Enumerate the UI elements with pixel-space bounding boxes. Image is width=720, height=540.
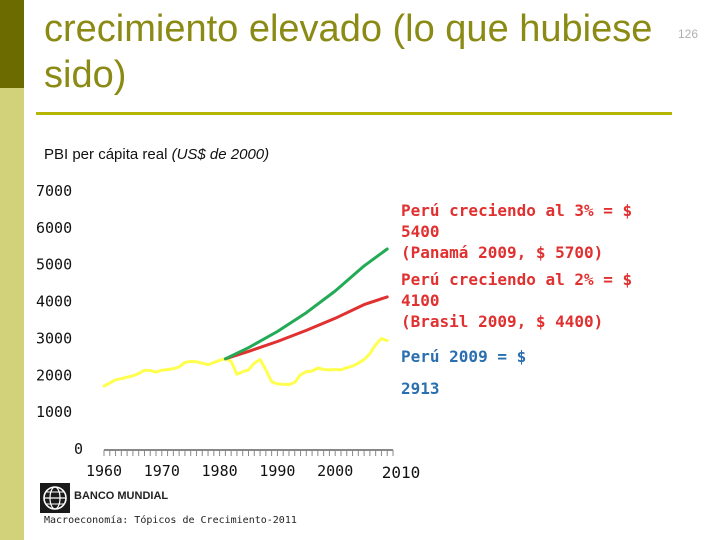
y-tick-label: 5000 bbox=[36, 256, 72, 274]
y-tick-label: 3000 bbox=[36, 329, 72, 347]
annotation-peru-2009: Perú 2009 = $ 2913 bbox=[401, 346, 526, 399]
annotation-line: 2913 bbox=[401, 379, 440, 398]
series-line-peru-2pct bbox=[223, 295, 389, 361]
annotation-line: Perú creciendo al 2% = $ bbox=[401, 270, 633, 289]
annotation-line: (Panamá 2009, $ 5700) bbox=[401, 243, 604, 262]
annotation-line: (Brasil 2009, $ 4400) bbox=[401, 312, 604, 331]
annotation-line: 4100 bbox=[401, 291, 440, 310]
slide-footer: Macroeconomía: Tópicos de Crecimiento-20… bbox=[44, 515, 297, 526]
chart-subtitle-text: PBI per cápita real bbox=[44, 146, 168, 163]
x-tick-label: 1960 bbox=[86, 462, 122, 480]
y-tick-label: 6000 bbox=[36, 219, 72, 237]
chart-subtitle-unit: (US$ de 2000) bbox=[171, 146, 270, 163]
x-tick-label: 2010 bbox=[382, 463, 421, 482]
x-tick-label: 1970 bbox=[144, 462, 180, 480]
annotation-line: Perú creciendo al 3% = $ bbox=[401, 201, 633, 220]
annotation-line: Perú 2009 = $ bbox=[401, 347, 527, 366]
y-tick-label: 2000 bbox=[36, 366, 72, 384]
x-tick-label: 2000 bbox=[317, 462, 353, 480]
y-tick-label: 7000 bbox=[36, 182, 72, 200]
series-line-peru-actual bbox=[102, 337, 389, 388]
page-number: 126 bbox=[678, 27, 699, 41]
y-tick-label: 1000 bbox=[36, 403, 72, 421]
annotation-red-scenario: Perú creciendo al 2% = $ 4100 (Brasil 20… bbox=[401, 269, 632, 332]
annotation-line: 5400 bbox=[401, 222, 440, 241]
annotation-green-scenario: Perú creciendo al 3% = $ 5400 (Panamá 20… bbox=[401, 200, 632, 263]
x-tick-label: 1980 bbox=[202, 462, 238, 480]
title-divider bbox=[36, 112, 672, 115]
y-tick-label: 4000 bbox=[36, 293, 72, 311]
sidebar-accent-dark bbox=[0, 0, 24, 88]
sidebar-accent-light bbox=[0, 88, 24, 540]
x-tick-label: 1990 bbox=[259, 462, 295, 480]
slide-title: crecimiento elevado (lo que hubiese sido… bbox=[44, 8, 653, 96]
world-bank-logo-icon bbox=[40, 483, 70, 513]
chart-subtitle: PBI per cápita real (US$ de 2000) bbox=[44, 146, 269, 163]
annotation-line bbox=[401, 367, 526, 378]
y-tick-label: 0 bbox=[74, 440, 83, 458]
logo-text: BANCO MUNDIAL bbox=[74, 490, 169, 502]
series-line-peru-3pct bbox=[223, 247, 389, 361]
